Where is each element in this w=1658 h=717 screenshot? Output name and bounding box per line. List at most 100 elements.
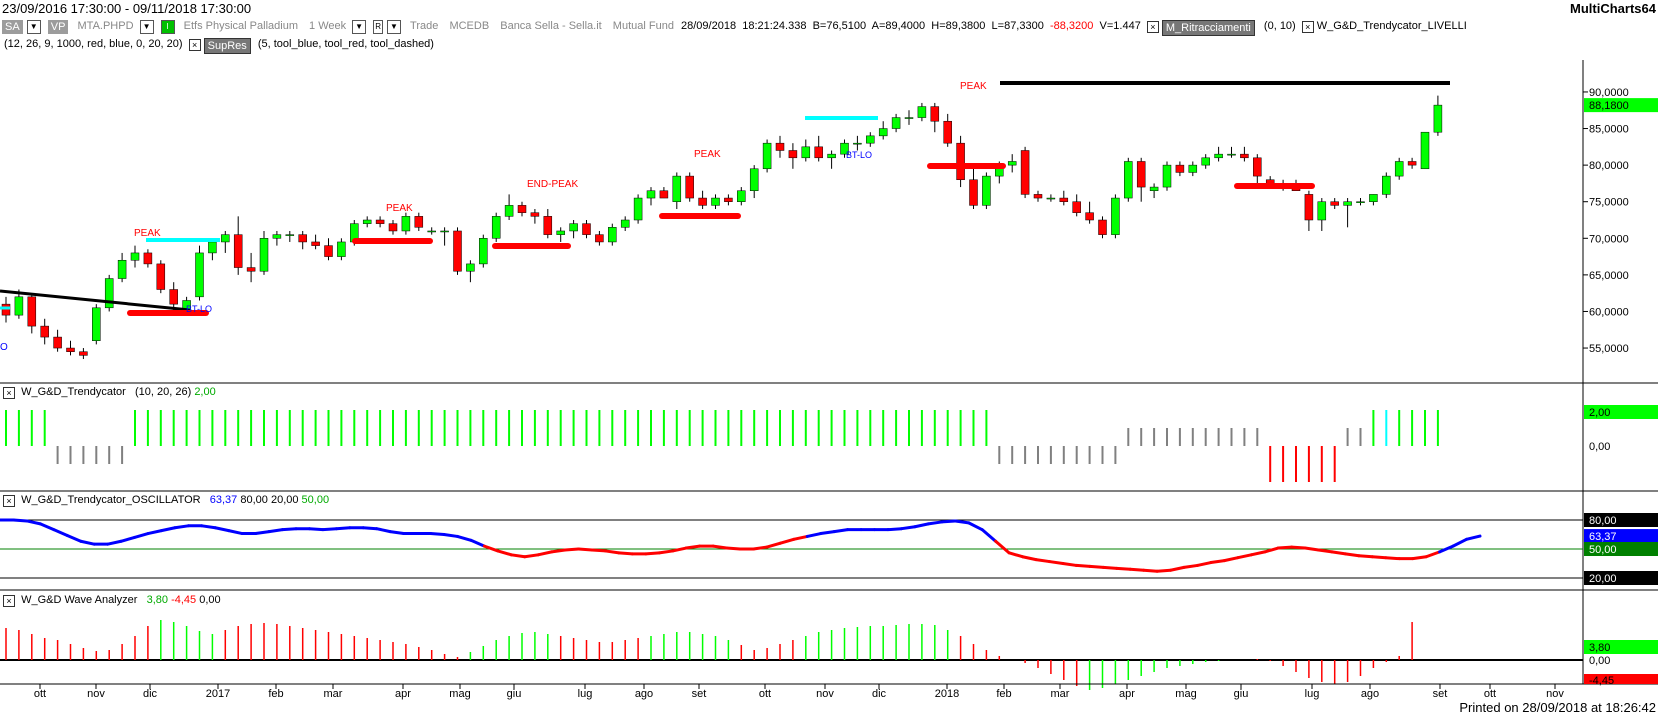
candle-body (143, 252, 153, 265)
trade-label: Trade (410, 20, 439, 32)
candle-body (401, 216, 411, 232)
peak-label: PEAK (960, 81, 987, 92)
candle-body (775, 142, 785, 151)
oscillator-line-segment (119, 535, 137, 543)
candle-body (956, 142, 965, 181)
end-peak-label: END-PEAK (527, 179, 578, 190)
candle-body (891, 117, 901, 129)
livelli-params: (12, 26, 9, 1000, red, blue, 0, 20, 20) (4, 38, 183, 50)
close-indicator-icon[interactable]: × (1301, 21, 1314, 33)
candle-body (1162, 164, 1172, 188)
panel3-legend: × W_G&D Wave Analyzer 3,80 -4,45 0,00 (0, 594, 221, 608)
close-indicator-icon[interactable]: × (1146, 21, 1159, 33)
price-tick-label: 75,0000 (1589, 197, 1629, 209)
candle-body (14, 296, 24, 316)
candle-body (517, 205, 527, 213)
indicator-supres[interactable]: SupRes (203, 38, 251, 54)
trendycator-panel[interactable]: 2,00 0,00 (5, 405, 1658, 482)
time-axis: ott nov dic 2017 feb mar apr mag giu lug ago set ott… (0, 683, 1583, 700)
price-axes[interactable]: 55,0000 60,0000 65,0000 70,0000 75,0000 80,00… (1583, 87, 1658, 355)
time-tick-label: nov (816, 688, 834, 700)
candle-body (659, 190, 669, 199)
close-panel-icon[interactable]: × (3, 595, 15, 607)
oscillator-line-segment (1074, 563, 1092, 568)
oscillator-line-segment (1424, 550, 1442, 559)
oscillator-line-segment (1101, 565, 1119, 570)
oscillator-line-segment (657, 549, 675, 555)
time-tick-label: nov (1546, 688, 1564, 700)
chart-canvas[interactable]: PEAK PEAK PEAK PEAK END-PEAK BT-LO BT-LO O 2,00… (0, 0, 1658, 700)
print-footer: Printed on 28/09/2018 at 18:26:42 (1459, 700, 1656, 715)
close-panel-icon[interactable]: × (3, 495, 15, 507)
time-tick-label: dic (872, 688, 887, 700)
symbol-dropdown-icon[interactable]: ▼ (139, 20, 154, 34)
oscillator-line-segment (913, 522, 930, 529)
chart-type-icon[interactable]: I (160, 20, 175, 34)
candle-body (943, 120, 952, 144)
oscillator-line-segment (334, 526, 352, 531)
trendline (0, 289, 191, 312)
candle-body (917, 106, 927, 118)
oscillator-line-segment (52, 528, 69, 537)
indicator-ritracciamenti-params: (0, 10) (1263, 20, 1296, 32)
oscillator-line-segment (1303, 546, 1321, 552)
candle-body (1098, 219, 1107, 235)
oscillator-line-segment (267, 528, 285, 534)
oscillator-axis-label: 20,00 (1589, 573, 1617, 585)
candle-body (208, 241, 217, 254)
panel1-params: (10, 20, 26) (134, 386, 192, 398)
wave-axis-label: 3,80 (1589, 642, 1610, 654)
oscillator-line-segment (1088, 564, 1105, 569)
panel2-name: W_G&D_Trendycator_OSCILLATOR (21, 494, 201, 506)
oscillator-line-segment (200, 524, 217, 530)
r-button[interactable]: R (373, 20, 383, 34)
oscillator-line-segment (442, 533, 459, 538)
oscillator-line-segment (1384, 556, 1401, 561)
vp-button[interactable]: VP (47, 20, 69, 34)
interval-dropdown-icon[interactable]: ▼ (352, 20, 367, 34)
oscillator-line-segment (805, 532, 823, 538)
oscillator-line-segment (429, 532, 446, 536)
oscillator-line-segment (173, 524, 190, 530)
candle-body (556, 230, 565, 235)
oscillator-axis-label: 80,00 (1589, 515, 1617, 527)
chevron-down-icon[interactable]: ▼ (26, 20, 41, 34)
candle-body (1265, 179, 1275, 184)
panel2-v3: 20,00 (270, 494, 299, 506)
peak-label: PEAK (134, 228, 161, 239)
candle-body (259, 238, 269, 272)
price-chart[interactable]: PEAK PEAK PEAK PEAK END-PEAK BT-LO BT-LO O (0, 81, 1450, 360)
indicator-ritracciamenti[interactable]: M_Ritracciamenti (1161, 20, 1255, 36)
oscillator-line-segment (1169, 565, 1186, 572)
indicator-livelli[interactable]: W_G&D_Trendycator_LIVELLI (1316, 20, 1467, 32)
candle-body (737, 190, 746, 202)
oscillator-line-segment (482, 544, 500, 553)
candle-body (1020, 150, 1030, 195)
sa-button[interactable]: SA (2, 20, 23, 34)
oscillator-line-segment (1451, 537, 1469, 548)
wave-analyzer-panel[interactable]: 3,800,00 -4,45 (0, 620, 1658, 690)
oscillator-line-segment (765, 541, 782, 549)
peak-label: PEAK (386, 203, 413, 214)
candle-body (1317, 201, 1327, 221)
wave-axis-label: 0,00 (1589, 655, 1610, 667)
time-tick-label: ago (1361, 688, 1379, 700)
r-dropdown-icon[interactable]: ▼ (386, 20, 401, 34)
oscillator-line-segment (590, 548, 607, 553)
price-tick-label: 90,0000 (1589, 87, 1629, 99)
oscillator-line-segment (671, 546, 688, 553)
oscillator-line-segment (1236, 553, 1253, 560)
oscillator-line-segment (899, 525, 917, 531)
candle-body (414, 216, 424, 228)
candle-body (711, 197, 720, 206)
oscillator-line-segment (254, 530, 271, 536)
time-tick-label: giu (507, 688, 522, 700)
candle-body (878, 128, 888, 137)
candle-body (79, 351, 88, 356)
candle-body (169, 289, 178, 305)
close-indicator-icon[interactable]: × (188, 39, 201, 51)
time-tick-label: lug (578, 688, 593, 700)
time-tick-label: mag (449, 688, 470, 700)
close-panel-icon[interactable]: × (3, 387, 15, 399)
